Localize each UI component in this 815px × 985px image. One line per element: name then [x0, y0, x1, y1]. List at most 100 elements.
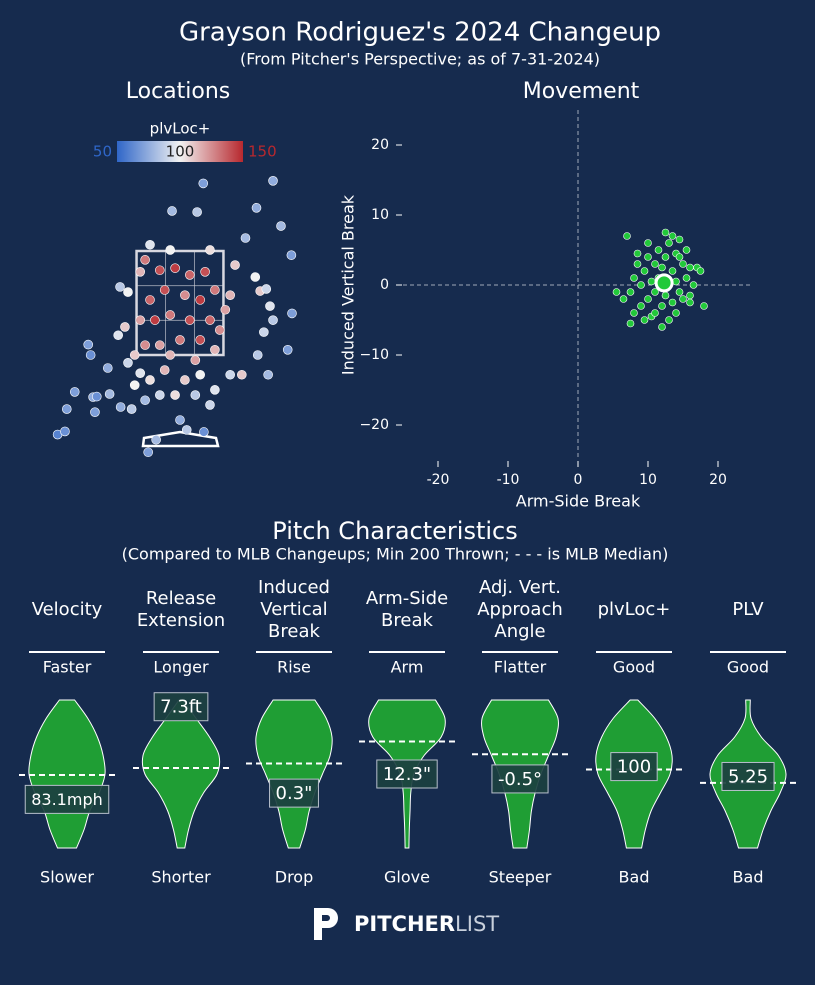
movement-point: [651, 288, 659, 296]
value-label: 0.3": [276, 783, 313, 804]
movement-point: [644, 295, 652, 303]
movement-point: [679, 260, 687, 268]
movement-point: [651, 260, 659, 268]
movement-point: [637, 281, 645, 289]
value-label: 5.25: [728, 766, 768, 787]
pitch-location: [123, 287, 133, 297]
pitch-location: [230, 260, 240, 270]
average-point: [654, 273, 674, 293]
bottom-label: Glove: [384, 868, 430, 887]
metric-name: Break: [268, 621, 320, 642]
pitch-location: [135, 368, 146, 379]
pitch-location: [237, 369, 247, 380]
movement-point: [661, 291, 670, 300]
metric-name: plvLoc+: [598, 599, 671, 620]
pitch-location: [170, 390, 180, 400]
bottom-label: Bad: [619, 868, 650, 887]
colorbar-tick-label: 50: [93, 143, 112, 161]
pitch-location: [135, 315, 146, 325]
pitch-location: [220, 304, 231, 315]
pitch-location: [263, 369, 273, 380]
pitch-location: [195, 369, 205, 380]
pitch-location: [214, 325, 225, 335]
movement-point: [682, 274, 691, 282]
pitch-location: [265, 301, 275, 311]
movement-point: [654, 246, 663, 254]
violin: [141, 699, 221, 849]
pitch-location: [126, 404, 137, 414]
bottom-label: Shorter: [151, 868, 211, 887]
pitch-location: [123, 357, 133, 368]
bottom-label: Steeper: [489, 868, 552, 887]
movement-point: [612, 288, 621, 296]
bottom-label: Bad: [733, 868, 764, 887]
pitch-location: [140, 255, 150, 265]
pitch-location: [286, 250, 297, 260]
x-tick-label: 20: [709, 472, 727, 488]
pitch-location: [276, 221, 286, 231]
pitch-location: [150, 315, 160, 325]
pitch-location: [205, 400, 215, 410]
movement-point: [665, 316, 673, 324]
movement-point: [623, 232, 631, 240]
logo: PITCHERLIST: [314, 908, 499, 940]
pitch-location: [225, 290, 235, 301]
movement-point: [640, 267, 649, 275]
metric-name: Break: [381, 610, 433, 631]
movement-point: [675, 253, 684, 261]
movement-point: [675, 288, 684, 296]
value-box: [24, 784, 110, 814]
pitch-location: [287, 308, 297, 319]
movement-point: [672, 309, 680, 317]
chart-title: Movement: [523, 79, 640, 104]
value-box: [610, 752, 658, 782]
movement-point: [675, 235, 684, 244]
y-tick-label: 20: [371, 137, 389, 153]
metric-name: Arm-Side: [366, 588, 448, 609]
logo-light: LIST: [455, 912, 499, 936]
metric-name: PLV: [732, 599, 764, 620]
pitch-location: [261, 284, 272, 294]
top-label: Good: [613, 658, 655, 677]
colorbar: [117, 141, 243, 162]
movement-point: [700, 302, 708, 310]
pitch-location: [184, 270, 195, 280]
pitch-location: [61, 404, 72, 414]
pitch-location: [180, 290, 190, 301]
x-tick-label: 10: [639, 472, 657, 488]
top-label: Good: [727, 658, 769, 677]
movement-point: [658, 302, 666, 310]
pitch-location: [151, 434, 161, 445]
x-axis-label: Arm-Side Break: [516, 492, 641, 511]
pitch-location: [251, 203, 262, 213]
pitch-location: [184, 315, 195, 325]
bottom-label: Drop: [275, 868, 314, 887]
pitch-location: [195, 335, 205, 345]
pitch-location: [91, 391, 102, 402]
section-subtitle: (Compared to MLB Changeups; Min 200 Thro…: [122, 545, 669, 564]
metric-name: Approach: [477, 599, 563, 620]
movement-point: [686, 291, 694, 300]
movement-point: [644, 239, 652, 247]
value-label: 7.3ft: [160, 697, 202, 718]
pitch-location: [190, 355, 201, 366]
x-tick-label: -10: [497, 472, 520, 488]
pitch-location: [69, 387, 80, 397]
pitch-location: [252, 350, 263, 360]
movement-point: [633, 260, 642, 268]
movement-point: [644, 253, 652, 261]
metric-name: Angle: [494, 621, 545, 642]
logo-icon: [314, 908, 338, 940]
movement-point: [668, 267, 677, 275]
movement-point: [647, 277, 656, 286]
pitch-location: [143, 447, 153, 458]
metric-name: Release: [146, 588, 216, 609]
pitch-location: [165, 310, 176, 320]
movement-point: [626, 319, 635, 328]
pitch-location: [145, 239, 155, 250]
pitch-location: [205, 315, 215, 325]
pitch-location: [205, 245, 215, 255]
pitch-location: [155, 340, 165, 350]
metric-name: Vertical: [260, 599, 327, 620]
pitch-location: [140, 340, 150, 350]
